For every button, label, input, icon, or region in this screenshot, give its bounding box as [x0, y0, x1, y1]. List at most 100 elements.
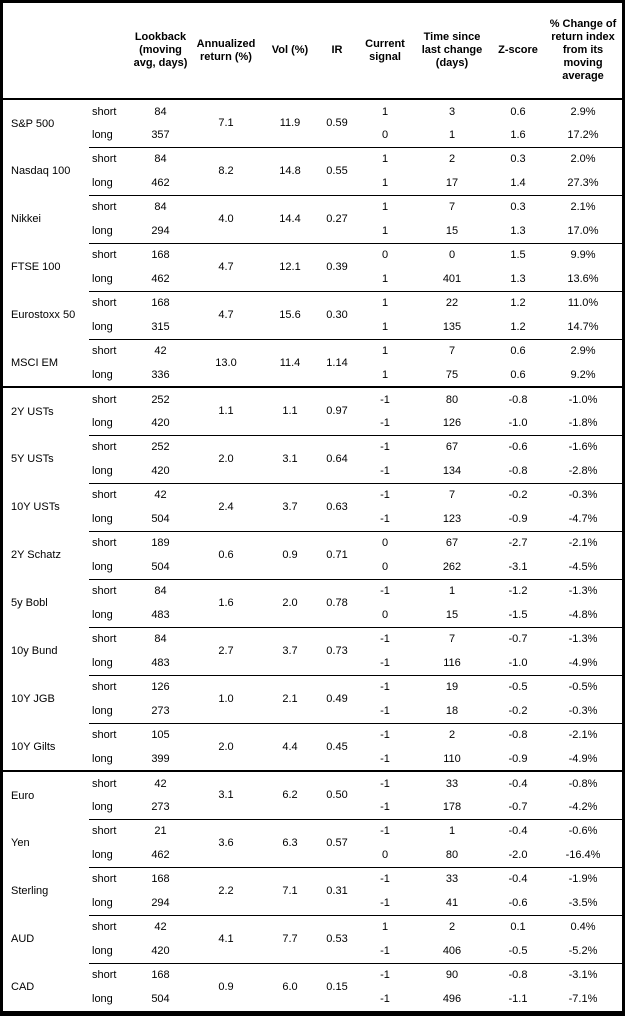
zscore-value: -0.2: [492, 482, 544, 507]
table-row: AUD short 42 4.1 7.7 0.53 1 2 0.1 0.4%: [3, 914, 622, 963]
header-annualized-return-label: Annualized return (%): [196, 37, 256, 63]
ir-value: 0.31: [316, 866, 358, 915]
zscore-value: 0.3: [492, 146, 544, 171]
table-row: S&P 500 short 84 7.1 11.9 0.59 1 3 0.6 2.9%: [3, 99, 622, 130]
table-row: long 294 1 15 1.3 17.0%: [3, 219, 622, 243]
pct-change-value: -0.5%: [544, 674, 622, 699]
pct-change-value: -4.9%: [568, 656, 598, 669]
ir-value: 0.97: [316, 386, 358, 435]
table-row: long 420 -1 406 -0.5 -5.2%: [3, 939, 622, 963]
table-row: long 504 -1 123 -0.9 -4.7%: [3, 507, 622, 531]
table-row: 2Y Schatz short 189 0.6 0.9 0.71 0 67 -2.7 -2.1%: [3, 530, 622, 579]
lookback-value: 42: [133, 770, 188, 795]
table-row: Euro short 42 3.1 6.2 0.50 -1 33 -0.4 -0.8%: [3, 770, 622, 819]
vol-value: 7.1: [264, 866, 316, 915]
table-row: 10Y Gilts short 105 2.0 4.4 0.45 -1 2 -0.8 -2.1%: [3, 722, 622, 771]
vol-value: 6.0: [264, 962, 316, 1011]
zscore-value: -2.7: [492, 530, 544, 555]
header-vol-label: Vol (%): [271, 44, 309, 56]
time-since-change-value: 7: [412, 194, 492, 219]
lookback-value: 504: [151, 512, 170, 525]
pct-change-value: -2.1%: [544, 530, 622, 555]
current-signal-value: 1: [358, 338, 412, 363]
lookback-value: 483: [151, 656, 170, 669]
time-since-change-value: 123: [442, 512, 462, 525]
zscore-value: 0.6: [510, 105, 526, 118]
current-signal-value: 1: [381, 320, 389, 333]
leg-label: short: [89, 530, 133, 555]
annualized-return-value: 3.1: [188, 770, 264, 819]
leg-label: long: [92, 176, 113, 189]
zscore-value: 1.2: [510, 320, 526, 333]
lookback-value: 84: [133, 194, 188, 219]
pct-change-value: -7.1%: [568, 993, 598, 1005]
annualized-return-value: 0.9: [188, 962, 264, 1011]
pct-change-value: -4.2%: [568, 800, 598, 813]
asset-name: MSCI EM: [11, 356, 59, 369]
annualized-return-value: 8.2: [188, 146, 264, 195]
lookback-value: 21: [133, 818, 188, 843]
time-since-change-value: 17: [445, 176, 459, 189]
time-since-change-value: 406: [442, 944, 462, 957]
zscore-value: 1.6: [510, 128, 526, 141]
table-row: long 483 -1 116 -1.0 -4.9%: [3, 651, 622, 675]
table-row: 10Y USTs short 42 2.4 3.7 0.63 -1 7 -0.2 -0.3%: [3, 482, 622, 531]
leg-label: long: [92, 464, 113, 477]
time-since-change-value: 134: [442, 464, 462, 477]
leg-label: long: [92, 368, 113, 381]
lookback-value: 252: [133, 386, 188, 411]
zscore-value: -0.4: [492, 818, 544, 843]
pct-change-value: -0.3%: [544, 482, 622, 507]
table-row: long 504 -1 496 -1.1 -7.1%: [3, 987, 622, 1011]
asset-name: 10Y JGB: [11, 693, 55, 705]
lookback-value: 168: [133, 962, 188, 987]
current-signal-value: -1: [358, 770, 412, 795]
time-since-change-value: 33: [412, 770, 492, 795]
asset-name: Sterling: [11, 885, 49, 897]
lookback-value: 42: [133, 338, 188, 363]
leg-label: long: [92, 320, 113, 333]
asset-name: Eurostoxx 50: [11, 309, 76, 321]
vol-value: 14.4: [264, 194, 316, 243]
time-since-change-value: 2: [412, 722, 492, 747]
leg-label: long: [92, 800, 113, 813]
asset-name: 10Y Gilts: [11, 740, 56, 753]
vol-value: 11.4: [264, 338, 316, 387]
pct-change-value: 17.0%: [567, 224, 599, 237]
leg-label: long: [92, 224, 113, 237]
current-signal-value: -1: [380, 800, 390, 813]
current-signal-value: -1: [358, 626, 412, 651]
leg-label: short: [89, 962, 133, 987]
asset-name: 10Y USTs: [11, 501, 60, 513]
pct-change-value: 2.9%: [570, 105, 596, 118]
current-signal-value: 1: [381, 272, 389, 285]
lookback-value: 294: [151, 224, 170, 237]
lookback-value: 462: [151, 848, 170, 861]
leg-label: long: [92, 608, 113, 621]
lookback-value: 420: [151, 416, 170, 429]
lookback-value: 462: [151, 176, 170, 189]
annualized-return-value: 2.2: [188, 866, 264, 915]
annualized-return-value: 2.4: [188, 482, 264, 531]
asset-name: 5Y USTs: [11, 453, 54, 465]
time-since-change-value: 0: [412, 242, 492, 267]
time-since-change-value: 116: [443, 656, 461, 669]
annualized-return-value: 2.0: [188, 722, 264, 771]
current-signal-value: 1: [381, 368, 389, 381]
zscore-value: -0.6: [492, 434, 544, 459]
pct-change-value: -1.3%: [544, 626, 622, 651]
leg-label: short: [89, 818, 133, 843]
leg-label: short: [89, 578, 133, 603]
time-since-change-value: 67: [412, 434, 492, 459]
current-signal-value: 0: [381, 848, 389, 861]
current-signal-value: -1: [380, 944, 390, 957]
vol-value: 11.9: [279, 117, 301, 130]
header-time-since-change-label: Time since last change (days): [421, 31, 483, 69]
time-since-change-value: 1: [412, 818, 492, 843]
current-signal-value: -1: [358, 674, 412, 699]
pct-change-value: -3.1%: [544, 962, 622, 987]
ir-value: 0.50: [316, 770, 358, 819]
vol-value: 15.6: [264, 290, 316, 339]
asset-name: Nikkei: [11, 213, 41, 225]
leg-label: short: [89, 722, 133, 747]
